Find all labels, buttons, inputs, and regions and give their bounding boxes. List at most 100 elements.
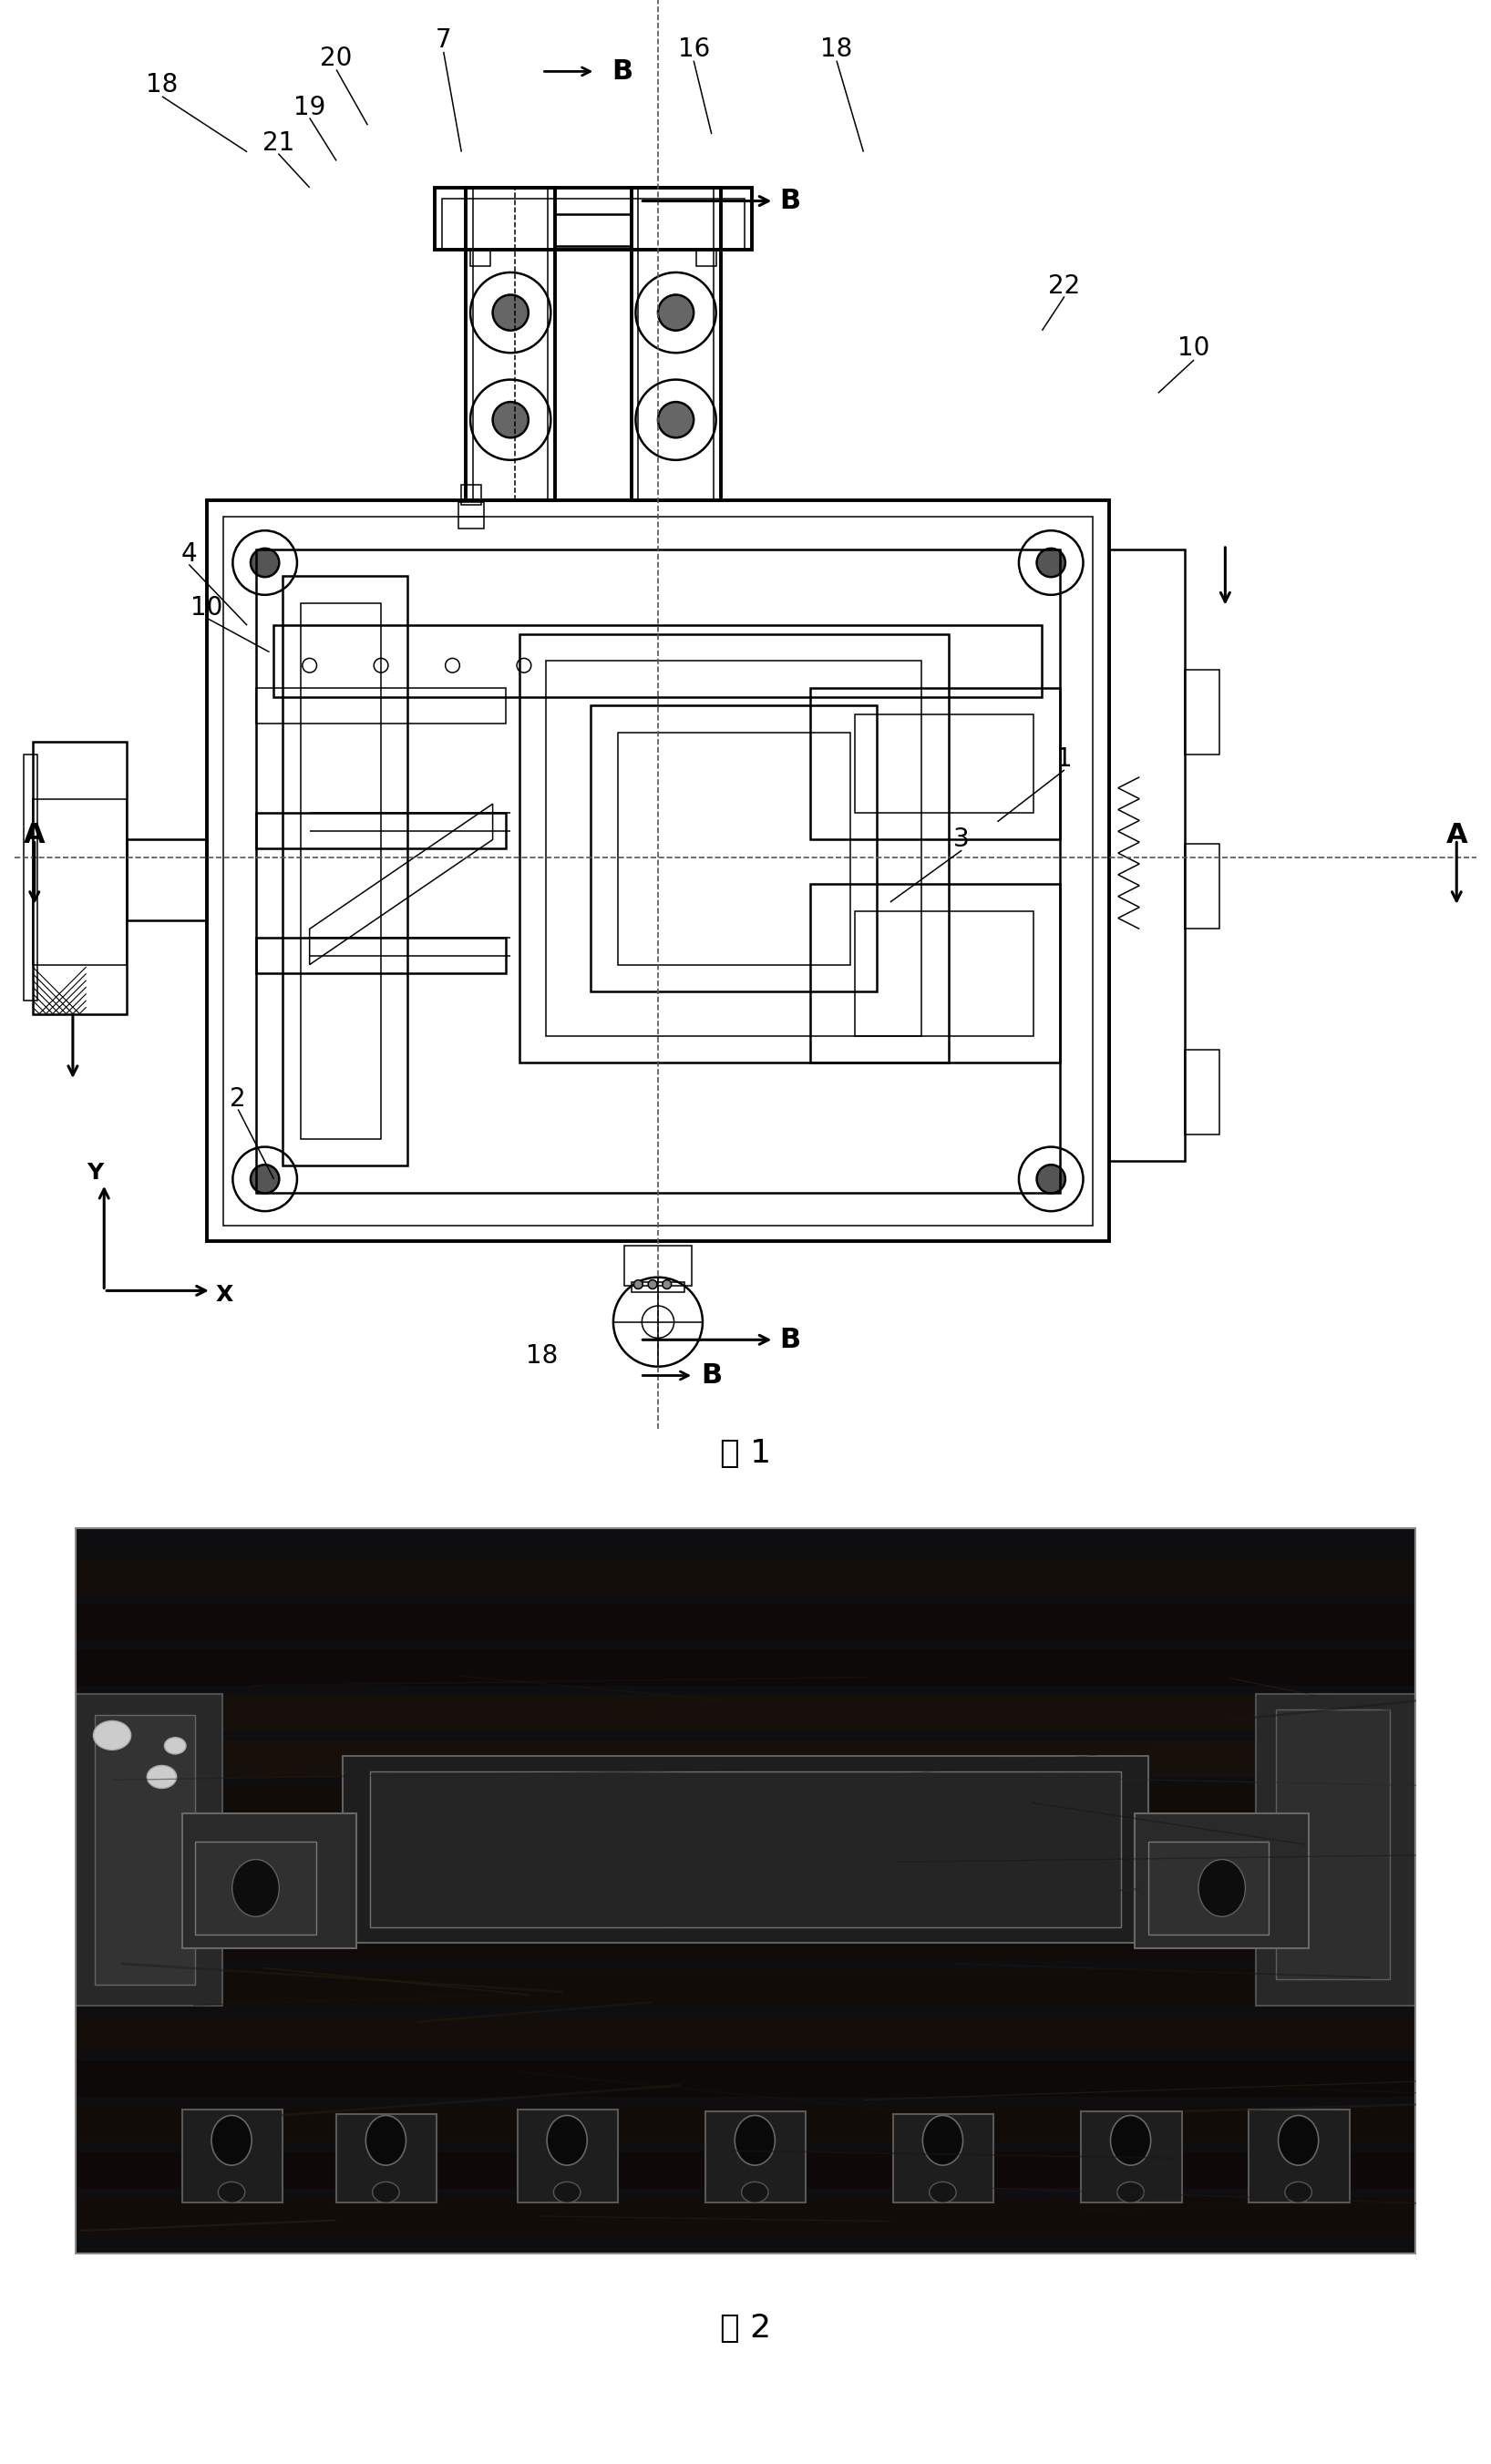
Bar — [75, 1695, 1416, 1732]
Bar — [696, 251, 716, 266]
Text: 10: 10 — [1178, 335, 1211, 362]
Bar — [519, 633, 948, 1062]
Bar — [1185, 845, 1220, 929]
Text: 图 2: 图 2 — [720, 2314, 771, 2343]
Bar — [75, 1831, 1416, 1868]
Circle shape — [1036, 1165, 1065, 1193]
Circle shape — [649, 1279, 658, 1289]
Bar — [256, 687, 505, 724]
Bar — [810, 687, 1060, 840]
Circle shape — [634, 1279, 643, 1289]
Bar — [75, 1969, 1416, 2006]
Bar — [1148, 1841, 1269, 1934]
Bar — [434, 187, 751, 251]
Bar — [75, 1823, 1416, 1880]
Bar — [24, 754, 37, 1000]
Bar — [441, 197, 744, 251]
Bar — [638, 187, 713, 500]
Text: 16: 16 — [677, 37, 710, 62]
Bar — [75, 2151, 1416, 2188]
Ellipse shape — [1278, 2117, 1318, 2166]
Bar — [274, 626, 1042, 697]
Bar — [1135, 1814, 1309, 1949]
Bar — [301, 604, 382, 1138]
Bar — [236, 1838, 974, 1870]
Bar — [95, 1715, 195, 1984]
Bar — [705, 2112, 805, 2203]
Bar — [854, 715, 1033, 813]
Ellipse shape — [923, 2117, 963, 2166]
Bar — [256, 549, 1060, 1193]
Bar — [182, 2109, 283, 2203]
Circle shape — [148, 1767, 176, 1789]
Bar — [1185, 670, 1220, 754]
Bar — [242, 1841, 974, 1868]
Bar — [470, 251, 491, 266]
Bar — [182, 1814, 356, 1949]
Circle shape — [373, 2183, 400, 2203]
Text: 18: 18 — [820, 37, 853, 62]
Bar — [224, 517, 1093, 1225]
Circle shape — [492, 402, 528, 439]
Text: 19: 19 — [294, 94, 325, 121]
Text: 图 1: 图 1 — [720, 1439, 771, 1469]
Bar — [75, 2107, 1416, 2141]
Bar — [810, 885, 1060, 1062]
Circle shape — [658, 402, 693, 439]
Text: 20: 20 — [321, 44, 352, 71]
Circle shape — [929, 2183, 956, 2203]
Bar — [75, 1878, 1416, 1915]
Bar — [1094, 1850, 1269, 1873]
Bar — [631, 187, 720, 500]
Bar — [75, 1924, 1416, 1959]
Text: Y: Y — [86, 1163, 103, 1183]
Text: 4: 4 — [180, 542, 197, 567]
Circle shape — [658, 296, 693, 330]
Ellipse shape — [233, 1860, 279, 1917]
Text: X: X — [216, 1284, 234, 1306]
Bar — [75, 1740, 1416, 1777]
Bar — [337, 2114, 437, 2203]
Ellipse shape — [735, 2117, 775, 2166]
Bar — [1185, 1050, 1220, 1133]
Circle shape — [662, 1279, 671, 1289]
Bar — [370, 1772, 1121, 1927]
Bar — [33, 798, 127, 963]
Bar — [617, 732, 850, 963]
Circle shape — [492, 296, 528, 330]
Bar — [854, 912, 1033, 1035]
Bar — [1109, 549, 1185, 1161]
Bar — [590, 705, 877, 991]
Bar — [33, 742, 127, 1013]
Bar — [517, 2109, 619, 2203]
Bar — [1276, 1710, 1390, 1979]
Circle shape — [1117, 2183, 1144, 2203]
Bar — [893, 2114, 994, 2203]
Ellipse shape — [365, 2117, 406, 2166]
Bar — [75, 2198, 1416, 2235]
Bar — [75, 1604, 1416, 1641]
Bar — [256, 939, 505, 973]
Text: 10: 10 — [191, 594, 224, 621]
Bar — [283, 577, 409, 1165]
Text: 3: 3 — [954, 828, 969, 853]
Bar — [75, 1557, 1416, 1594]
Text: 21: 21 — [262, 131, 294, 155]
Text: B: B — [611, 59, 632, 84]
Bar — [127, 840, 207, 919]
Bar — [75, 2016, 1416, 2050]
Bar — [207, 500, 1109, 1242]
Ellipse shape — [1199, 1860, 1245, 1917]
Bar — [1249, 2109, 1349, 2203]
Bar — [465, 187, 555, 500]
Circle shape — [218, 2183, 245, 2203]
Bar — [473, 187, 549, 500]
Circle shape — [1285, 2183, 1312, 2203]
Circle shape — [741, 2183, 768, 2203]
Circle shape — [164, 1737, 186, 1754]
Text: A: A — [1446, 823, 1467, 848]
Bar — [625, 1247, 692, 1286]
Text: A: A — [24, 823, 45, 848]
Ellipse shape — [547, 2117, 587, 2166]
Bar — [75, 1693, 222, 2006]
